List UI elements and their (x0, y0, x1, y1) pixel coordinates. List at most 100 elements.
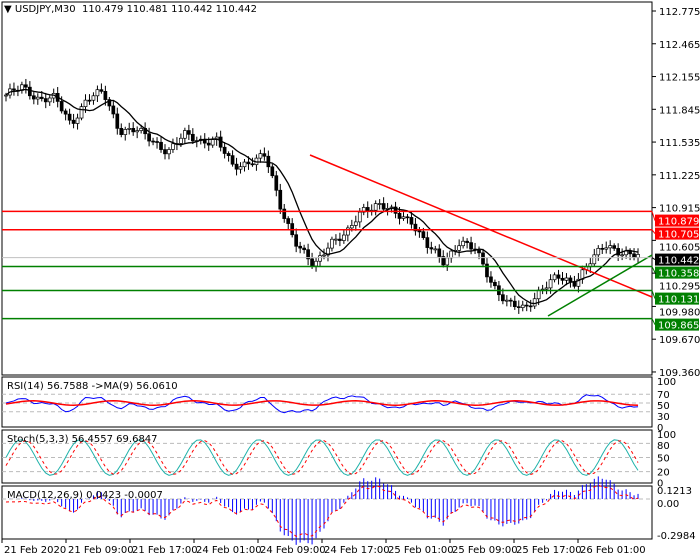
candle-body (115, 113, 120, 129)
candle-body (413, 223, 418, 232)
candle-body (620, 254, 624, 257)
candle-body (123, 129, 128, 135)
y-tick-label: 112.155 (659, 73, 700, 84)
candle-body (103, 90, 108, 100)
candle-body (505, 299, 509, 302)
candle-body (445, 257, 450, 266)
y-tick-label: 111.845 (659, 105, 700, 116)
candle-body (457, 245, 461, 251)
candle-body (171, 143, 175, 150)
candle-body (131, 128, 136, 133)
y-tick-label: 110.295 (659, 282, 700, 293)
moving-average-line (5, 88, 639, 305)
candle-body (532, 298, 537, 307)
candle-body (39, 96, 44, 99)
indicator-label: RSI(14) 56.7588 ->MA(9) 56.0610 (7, 381, 178, 392)
candle-body (4, 94, 8, 97)
level-price-label: 110.131 (658, 295, 699, 306)
candle-body (326, 247, 330, 256)
level-tag-connector (651, 211, 656, 221)
candle-body (596, 247, 601, 256)
indicator-y-label: 80 (657, 441, 670, 452)
level-tag-connector (651, 290, 656, 299)
candle-body (43, 98, 48, 103)
candle-body (608, 245, 613, 249)
candle-body (95, 89, 100, 97)
candle-body (242, 161, 247, 168)
level-tag-connector (651, 266, 656, 273)
indicator-y-label: 50 (657, 454, 670, 465)
level-tag-connector (651, 257, 656, 261)
level-price-label: 110.705 (658, 230, 699, 241)
candle-body (636, 254, 640, 258)
candle-body (12, 88, 16, 91)
candle-body (417, 230, 422, 233)
level-price-label: 109.865 (658, 321, 699, 332)
x-tick-label: 25 Feb 01:00 (388, 545, 454, 556)
candle-body (528, 305, 533, 308)
level-price-label: 110.358 (658, 269, 699, 280)
candle-body (469, 242, 473, 250)
candle-body (119, 128, 124, 135)
candle-body (576, 278, 581, 287)
candle-body (461, 240, 465, 247)
candle-body (318, 255, 322, 262)
candle-body (373, 203, 378, 211)
candle-body (286, 218, 291, 224)
candle-body (258, 153, 263, 159)
x-tick-label: 21 Feb 17:00 (132, 545, 198, 556)
menu-triangle-icon[interactable]: ▼ (4, 4, 12, 15)
indicator-label: Stoch(5,3,3) 56.4557 69.6847 (7, 434, 158, 445)
candle-body (616, 248, 621, 256)
level-price-tag (655, 227, 699, 240)
candle-body (155, 141, 159, 143)
candle-body (409, 217, 414, 225)
candle-body (314, 260, 318, 267)
candle-body (139, 128, 143, 131)
candle-body (564, 277, 569, 281)
candle-body (59, 101, 64, 112)
candle-body (71, 119, 76, 124)
candle-body (107, 99, 112, 107)
y-tick-label: 110.605 (659, 243, 700, 254)
candle-body (75, 117, 80, 124)
candle-body (67, 113, 72, 121)
candle-body (516, 306, 521, 309)
candle-body (421, 231, 426, 238)
candle-body (628, 250, 632, 255)
candle-body (357, 211, 362, 223)
panel-3 (1, 485, 653, 540)
indicator-label: MACD(12,26,9) 0.0423 -0.0007 (7, 490, 163, 501)
candle-body (306, 249, 310, 260)
ohlc-values: 110.479 110.481 110.442 110.442 (82, 4, 257, 15)
candle-body (266, 155, 271, 168)
candle-body (187, 130, 191, 135)
candle-body (322, 254, 326, 257)
stoch-signal-line (5, 440, 639, 475)
level-tag-connector (651, 229, 656, 234)
candle-body (147, 133, 151, 142)
candle-body (282, 208, 287, 219)
candle-body (79, 106, 84, 119)
x-tick-label: 26 Feb 01:00 (580, 545, 646, 556)
candle-body (167, 149, 171, 155)
candle-body (346, 227, 350, 236)
y-tick-label: 111.225 (659, 171, 700, 182)
candle-body (246, 161, 251, 165)
x-tick-label: 21 Feb 2020 (4, 545, 66, 556)
candle-body (342, 234, 346, 241)
candle-body (465, 240, 469, 243)
candle-body (330, 238, 334, 249)
candle-body (604, 247, 609, 250)
candle-body (163, 149, 167, 155)
candle-body (226, 153, 231, 156)
candle-body (592, 254, 597, 265)
candle-body (520, 304, 525, 308)
level-price-label: 110.442 (658, 256, 699, 267)
candle-body (544, 287, 549, 290)
stoch-main-line (5, 439, 639, 476)
rsi-signal-line (5, 400, 639, 406)
candle-body (206, 142, 211, 146)
level-price-tag (655, 253, 699, 266)
candle-body (230, 155, 235, 165)
